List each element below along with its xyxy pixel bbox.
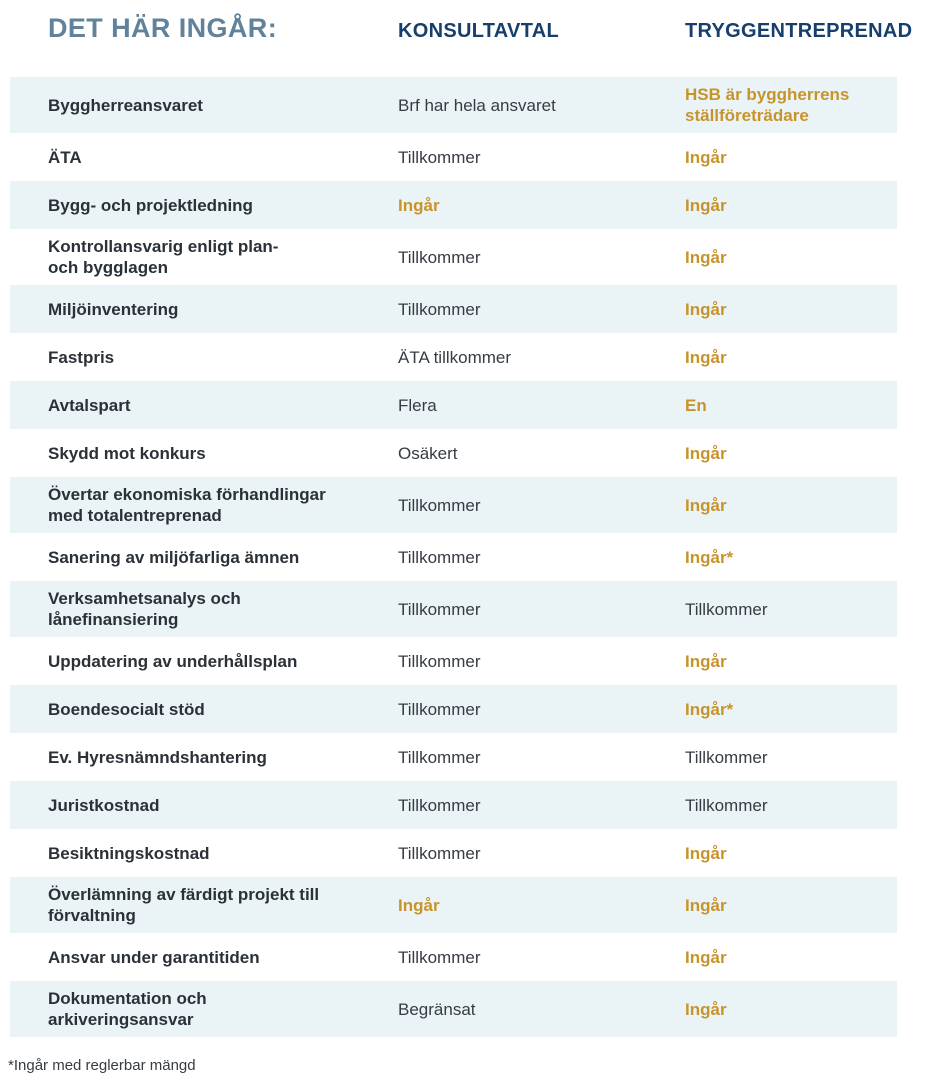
konsultavtal-value: Tillkommer [398,795,481,815]
row-label: Ansvar under garantitiden [48,947,260,967]
footnote: *Ingår med reglerbar mängd [8,1057,196,1074]
row-label: Besiktningskostnad [48,843,210,863]
table-row: Bygg- och projektledning Ingår Ingår [10,181,897,229]
table-row: Ansvar under garantitiden Tillkommer Ing… [10,933,897,981]
row-label: Bygg- och projektledning [48,195,253,215]
konsultavtal-value: Tillkommer [398,651,481,671]
tryggentreprenad-value: Tillkommer [685,795,768,815]
row-label: Sanering av miljöfarliga ämnen [48,547,300,567]
table-row: Skydd mot konkurs Osäkert Ingår [10,429,897,477]
row-label: Övertar ekonomiska förhandlingar med tot… [48,485,326,525]
row-label: Uppdatering av underhållsplan [48,651,298,671]
row-label: Byggherreansvaret [48,95,203,115]
konsultavtal-value: Begränsat [398,999,476,1019]
table-row: Sanering av miljöfarliga ämnen Tillkomme… [10,533,897,581]
row-label: Ev. Hyresnämndshantering [48,747,267,767]
tryggentreprenad-value: En [685,395,707,415]
row-label: Skydd mot konkurs [48,443,206,463]
tryggentreprenad-value: Ingår [685,651,727,671]
tryggentreprenad-value: Ingår [685,495,727,515]
table-row: Ev. Hyresnämndshantering Tillkommer Till… [10,733,897,781]
table-row: Besiktningskostnad Tillkommer Ingår [10,829,897,877]
tryggentreprenad-value: Ingår* [685,699,734,719]
tryggentreprenad-value: HSB är byggherrens ställföreträdare [685,85,850,125]
tryggentreprenad-value: Ingår [685,443,727,463]
table-row: Juristkostnad Tillkommer Tillkommer [10,781,897,829]
tryggentreprenad-value: Ingår [685,947,727,967]
tryggentreprenad-value: Ingår [685,147,727,167]
table-row: Uppdatering av underhållsplan Tillkommer… [10,637,897,685]
table-row: Kontrollansvarig enligt plan- och byggla… [10,229,897,285]
konsultavtal-value: Tillkommer [398,547,481,567]
tryggentreprenad-value: Ingår* [685,547,734,567]
tryggentreprenad-value: Tillkommer [685,599,768,619]
konsultavtal-value: Osäkert [398,443,458,463]
row-label: Boendesocialt stöd [48,699,205,719]
row-label: Överlämning av färdigt projekt till förv… [48,885,320,925]
konsultavtal-value: Tillkommer [398,843,481,863]
row-label: Verksamhetsanalys och lånefinansiering [48,589,241,629]
table-row: Byggherreansvaret Brf har hela ansvaret … [10,77,897,133]
table-row: Fastpris ÄTA tillkommer Ingår [10,333,897,381]
row-label: Fastpris [48,347,115,367]
column-header-tryggentreprenad: TRYGGENTREPRENAD [685,20,913,42]
konsultavtal-value: Brf har hela ansvaret [398,95,556,115]
table-row: Avtalspart Flera En [10,381,897,429]
table-row: Miljöinventering Tillkommer Ingår [10,285,897,333]
row-label: Avtalspart [48,395,131,415]
table-header: DET HÄR INGÅR: KONSULTAVTAL TRYGGENTREPR… [0,0,929,44]
konsultavtal-value: Tillkommer [398,747,481,767]
page-title: DET HÄR INGÅR: [48,13,278,43]
konsultavtal-value: Tillkommer [398,599,481,619]
tryggentreprenad-value: Ingår [685,299,727,319]
konsultavtal-value: Tillkommer [398,299,481,319]
konsultavtal-value: ÄTA tillkommer [398,347,512,367]
table-row: Överlämning av färdigt projekt till förv… [10,877,897,933]
comparison-table: Byggherreansvaret Brf har hela ansvaret … [10,77,897,1037]
konsultavtal-value: Tillkommer [398,947,481,967]
tryggentreprenad-value: Ingår [685,195,727,215]
row-label: Miljöinventering [48,299,179,319]
tryggentreprenad-value: Tillkommer [685,747,768,767]
konsultavtal-value: Ingår [398,895,440,915]
tryggentreprenad-value: Ingår [685,843,727,863]
konsultavtal-value: Ingår [398,195,440,215]
table-row: Dokumentation och arkiveringsansvar Begr… [10,981,897,1037]
tryggentreprenad-value: Ingår [685,347,727,367]
table-row: ÄTA Tillkommer Ingår [10,133,897,181]
konsultavtal-value: Tillkommer [398,495,481,515]
tryggentreprenad-value: Ingår [685,247,727,267]
konsultavtal-value: Flera [398,395,437,415]
row-label: ÄTA [48,147,82,167]
tryggentreprenad-value: Ingår [685,999,727,1019]
konsultavtal-value: Tillkommer [398,699,481,719]
row-label: Kontrollansvarig enligt plan- och byggla… [48,237,279,277]
row-label: Dokumentation och arkiveringsansvar [48,989,207,1029]
konsultavtal-value: Tillkommer [398,147,481,167]
row-label: Juristkostnad [48,795,160,815]
table-row: Verksamhetsanalys och lånefinansiering T… [10,581,897,637]
table-row: Boendesocialt stöd Tillkommer Ingår* [10,685,897,733]
table-row: Övertar ekonomiska förhandlingar med tot… [10,477,897,533]
tryggentreprenad-value: Ingår [685,895,727,915]
column-header-konsultavtal: KONSULTAVTAL [398,20,559,42]
konsultavtal-value: Tillkommer [398,247,481,267]
